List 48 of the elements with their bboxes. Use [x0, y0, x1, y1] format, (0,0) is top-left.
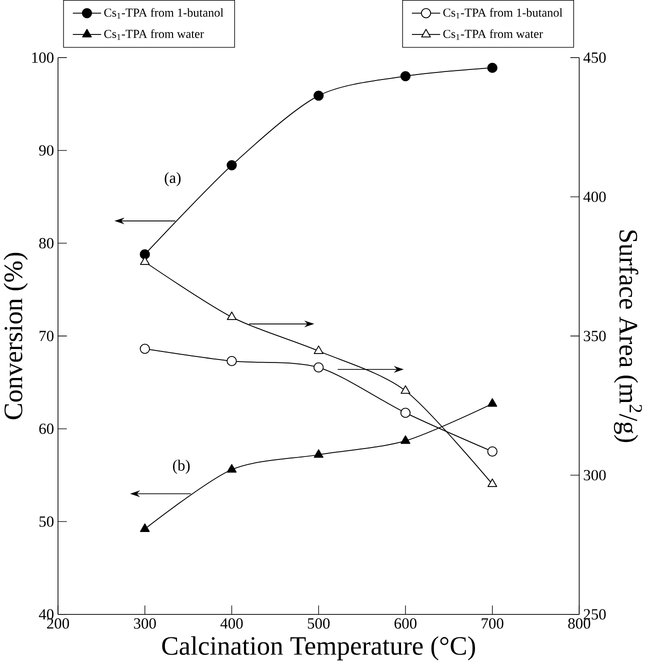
- x-tick-label: 400: [220, 618, 243, 629]
- point: [226, 356, 238, 366]
- y-tick-label: 70: [40, 330, 54, 342]
- y-tick-label: 100: [32, 52, 54, 63]
- point: [140, 344, 150, 354]
- y-tick-label: 40: [39, 609, 54, 620]
- point: [487, 446, 498, 457]
- y-tick-label: 60: [39, 424, 54, 434]
- y-axis-title: Conversion (%): [4, 252, 28, 420]
- point: [226, 160, 238, 170]
- y-tick-label: 80: [39, 238, 54, 248]
- x-tick-label: 200: [47, 618, 70, 629]
- x-tick-label: 500: [308, 618, 330, 629]
- point: [227, 464, 237, 473]
- x-tick-label: 300: [134, 618, 156, 629]
- x-axis-title: Calcination Temperature (°C): [162, 636, 476, 660]
- y-tick-label: 90: [39, 145, 54, 156]
- point: [314, 362, 324, 373]
- y2-tick-label: 250: [584, 609, 606, 620]
- y2-tick-label: 350: [584, 330, 606, 342]
- point: [314, 90, 324, 101]
- point: [488, 398, 498, 407]
- point: [140, 256, 150, 265]
- legend-label: Cs$_{1}$-TPA from water: [444, 29, 544, 40]
- x-tick-label: 700: [482, 618, 504, 629]
- y2-axis-title: Surface Area (m$^{2}$/g): [614, 230, 642, 442]
- legend-label: Cs$_{1}$-TPA from 1-butanol: [444, 8, 563, 18]
- legend-label: Cs$_{1}$-TPA from water: [104, 29, 204, 40]
- annotation: (a): [164, 172, 181, 186]
- point: [400, 71, 411, 82]
- y2-tick-label: 400: [584, 192, 606, 202]
- point: [227, 312, 237, 320]
- point: [400, 385, 411, 394]
- point: [314, 449, 324, 458]
- point: [314, 345, 324, 354]
- y-tick-label: 50: [40, 516, 54, 527]
- x-tick-label: 800: [568, 618, 590, 629]
- point: [488, 478, 498, 488]
- point: [400, 435, 411, 444]
- y2-tick-label: 450: [584, 52, 606, 63]
- point: [140, 523, 150, 532]
- point: [487, 62, 498, 73]
- legend-label: Cs$_{1}$-TPA from 1-butanol: [104, 8, 224, 18]
- point: [140, 249, 150, 260]
- point: [400, 408, 411, 418]
- annotation: (b): [173, 460, 190, 474]
- y2-tick-label: 300: [584, 470, 606, 480]
- x-tick-label: 600: [394, 618, 417, 629]
